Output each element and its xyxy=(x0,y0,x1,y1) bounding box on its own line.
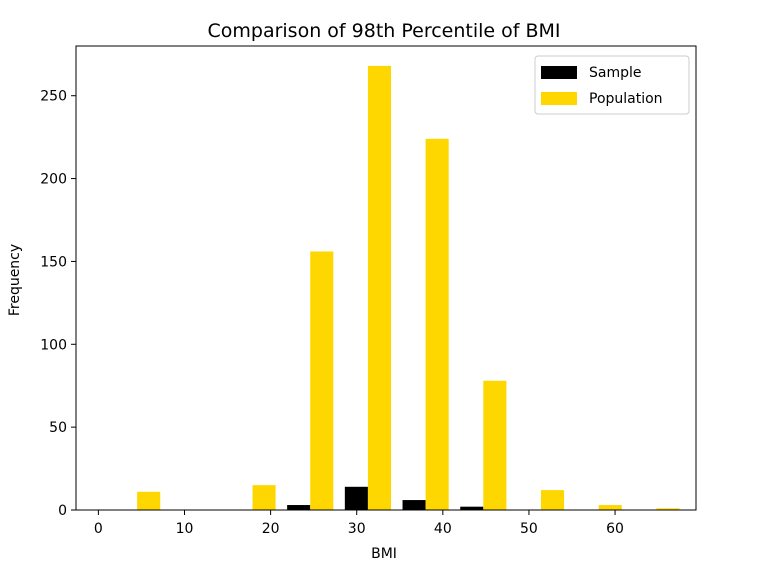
bar-population-8 xyxy=(598,505,622,510)
legend-swatch-sample xyxy=(541,66,577,79)
x-tick-label: 50 xyxy=(520,521,538,537)
bar-population-9 xyxy=(656,508,680,510)
bars-layer xyxy=(137,65,680,511)
y-axis-ticks: 0 50 100 150 200 250 xyxy=(40,89,76,519)
y-tick-label: 100 xyxy=(40,337,67,353)
chart-title: Comparison of 98th Percentile of BMI xyxy=(207,20,560,42)
bar-population-6 xyxy=(483,380,507,510)
x-tick-label: 40 xyxy=(434,521,452,537)
x-tick-label: 60 xyxy=(606,521,624,537)
y-tick-label: 250 xyxy=(40,89,67,105)
plot-area: 0 10 20 30 40 50 60 0 50 100 150 200 250 xyxy=(40,45,697,537)
plot-frame xyxy=(75,45,697,511)
legend-label-population: Population xyxy=(589,91,663,107)
legend-swatch-population xyxy=(541,92,577,105)
x-axis-ticks: 0 10 20 30 40 50 60 xyxy=(94,510,624,537)
x-axis-label: BMI xyxy=(371,546,397,562)
bar-population-4 xyxy=(367,65,391,510)
x-tick-label: 0 xyxy=(94,521,103,537)
y-tick-label: 150 xyxy=(40,254,67,270)
y-tick-label: 50 xyxy=(49,420,67,436)
bar-sample-6 xyxy=(460,506,484,510)
y-tick-label: 0 xyxy=(58,503,67,519)
x-tick-label: 10 xyxy=(176,521,194,537)
y-tick-label: 200 xyxy=(40,172,67,188)
x-tick-label: 30 xyxy=(348,521,366,537)
bar-sample-4 xyxy=(344,486,368,510)
bar-sample-5 xyxy=(402,500,426,510)
legend-label-sample: Sample xyxy=(589,65,642,81)
bar-population-0 xyxy=(137,491,161,510)
bar-population-2 xyxy=(252,485,276,510)
bar-population-3 xyxy=(310,251,334,511)
bar-population-5 xyxy=(425,138,449,511)
bar-population-7 xyxy=(541,490,565,510)
bar-sample-3 xyxy=(287,505,311,510)
legend: Sample Population xyxy=(534,55,690,115)
y-axis-label: Frequency xyxy=(7,244,23,316)
x-tick-label: 20 xyxy=(262,521,280,537)
